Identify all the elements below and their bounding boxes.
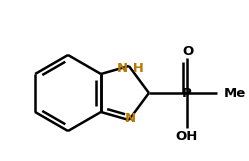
Text: N: N [124, 112, 135, 124]
Text: Me: Me [224, 86, 246, 99]
Text: OH: OH [176, 131, 198, 143]
Text: P: P [182, 86, 192, 99]
Text: O: O [182, 44, 193, 57]
Text: N H: N H [118, 62, 144, 75]
